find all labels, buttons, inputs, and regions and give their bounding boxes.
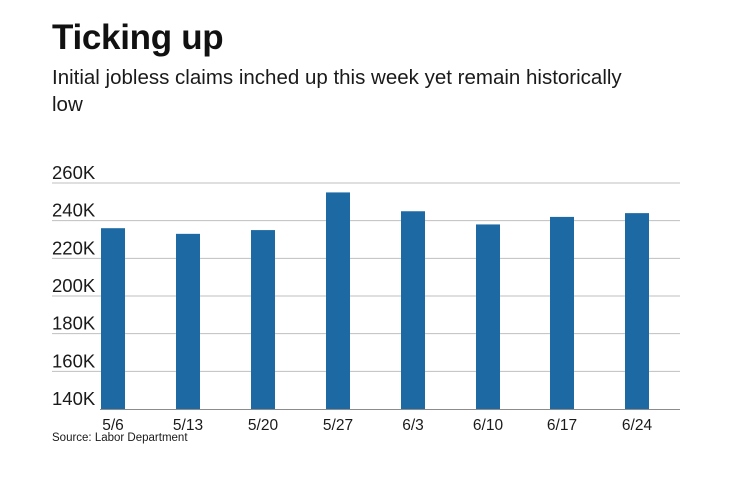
x-tick-label: 6/3	[402, 417, 424, 434]
y-axis-tick-labels: 140K 160K 180K 200K 220K 240K 260K	[52, 162, 96, 409]
x-tick-label: 5/27	[323, 417, 353, 434]
bars	[101, 192, 649, 409]
bar-6-17	[550, 216, 574, 409]
x-axis-tick-labels: 5/6 5/13 5/20 5/27 6/3 6/10 6/17 6/24	[102, 417, 652, 434]
y-tick-label: 240K	[52, 200, 96, 221]
x-tick-label: 5/6	[102, 417, 124, 434]
y-tick-label: 160K	[52, 350, 96, 371]
y-tick-label: 140K	[52, 388, 96, 409]
x-tick-label: 5/20	[248, 417, 279, 434]
bar-6-24	[625, 213, 649, 409]
chart-subtitle: Initial jobless claims inched up this we…	[52, 66, 622, 116]
gridlines	[52, 182, 680, 372]
x-tick-label: 5/13	[173, 417, 203, 434]
y-tick-label: 220K	[52, 237, 96, 258]
bar-6-10	[476, 224, 500, 409]
source-note: Source: Labor Department	[52, 432, 188, 444]
bar-5-13	[176, 233, 200, 409]
bar-5-27	[326, 192, 350, 409]
chart-title: Ticking up	[52, 18, 224, 57]
y-tick-label: 180K	[52, 313, 96, 334]
x-tick-label: 6/10	[473, 417, 504, 434]
y-tick-label: 260K	[52, 162, 96, 183]
bar-5-6	[101, 228, 125, 409]
x-tick-label: 6/17	[547, 417, 577, 434]
x-tick-label: 6/24	[622, 417, 653, 434]
bar-6-3	[401, 211, 425, 409]
bar-5-20	[251, 230, 275, 409]
y-tick-label: 200K	[52, 275, 96, 296]
